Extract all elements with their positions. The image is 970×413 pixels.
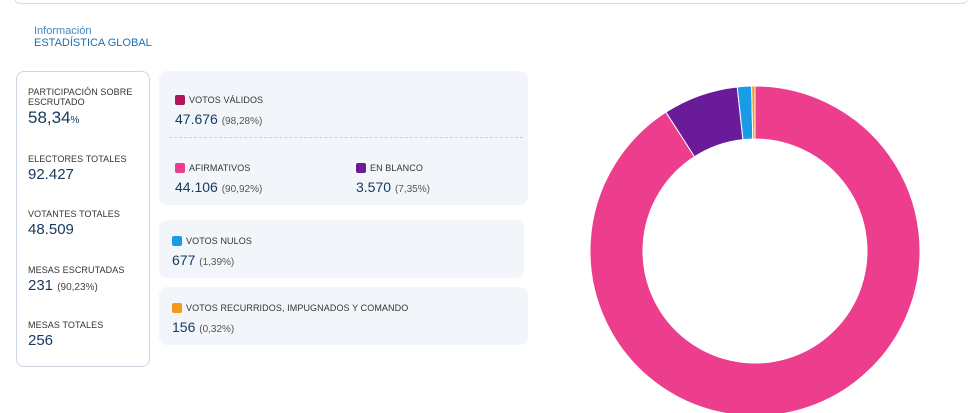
swatch-afirmativos (175, 163, 185, 173)
section-title: ESTADÍSTICA GLOBAL (34, 37, 152, 49)
votes-nulos-percent: (1,39%) (199, 257, 235, 268)
recurridos-panel: VOTOS RECURRIDOS, IMPUGNADOS Y COMANDO 1… (159, 287, 528, 345)
donut-slice-3[interactable] (751, 85, 756, 140)
votes-validos-label: VOTOS VÁLIDOS (189, 95, 264, 105)
stat-mesas-escrutadas-label: MESAS ESCRUTADAS (28, 265, 125, 275)
stat-electores-value: 92.427 (28, 166, 74, 183)
votes-recurridos: VOTOS RECURRIDOS, IMPUGNADOS Y COMANDO 1… (172, 303, 408, 335)
stat-mesas-totales: MESAS TOTALES 256 (28, 320, 103, 351)
swatch-nulos (172, 236, 182, 246)
votes-nulos: VOTOS NULOS 677 (1,39%) (172, 236, 252, 268)
null-votes-panel: VOTOS NULOS 677 (1,39%) (159, 220, 524, 278)
votes-blanco-label: EN BLANCO (370, 163, 423, 173)
donut-slice-0[interactable] (589, 85, 921, 413)
votes-afirmativos-value: 44.106 (90,92%) (175, 179, 263, 195)
votes-afirmativos-percent: (90,92%) (221, 184, 263, 195)
votes-recurridos-percent: (0,32%) (199, 324, 235, 335)
votes-afirmativos: AFIRMATIVOS 44.106 (90,92%) (175, 163, 262, 195)
votes-validos: VOTOS VÁLIDOS 47.676 (98,28%) (175, 95, 263, 127)
votes-validos-value: 47.676 (98,28%) (175, 111, 263, 127)
votes-validos-percent: (98,28%) (221, 116, 263, 127)
votes-nulos-value: 677 (1,39%) (172, 252, 235, 268)
stat-mesas-totales-label: MESAS TOTALES (28, 320, 104, 330)
votes-blanco-percent: (7,35%) (394, 184, 430, 195)
swatch-blanco (356, 163, 366, 173)
stat-participation-unit: % (70, 115, 80, 126)
stat-votantes: VOTANTES TOTALES 48.509 (28, 209, 120, 240)
stat-mesas-escrutadas-value: 231 (90,23%) (28, 277, 98, 294)
stat-participation-label: PARTICIPACIÓN SOBRE ESCRUTADO (28, 87, 133, 107)
votes-nulos-label: VOTOS NULOS (186, 236, 252, 246)
votes-afirmativos-label: AFIRMATIVOS (189, 163, 251, 173)
stat-electores-label: ELECTORES TOTALES (28, 154, 127, 164)
stat-mesas-escrutadas-percent: (90,23%) (57, 282, 98, 293)
section-header: Información ESTADÍSTICA GLOBAL (34, 25, 152, 50)
summary-card: PARTICIPACIÓN SOBRE ESCRUTADO 58,34% ELE… (16, 71, 150, 367)
stat-votantes-label: VOTANTES TOTALES (28, 209, 120, 219)
divider (169, 137, 523, 138)
votes-recurridos-label: VOTOS RECURRIDOS, IMPUGNADOS Y COMANDO (186, 303, 409, 313)
stat-participation: PARTICIPACIÓN SOBRE ESCRUTADO 58,34% (28, 87, 144, 131)
votes-blanco-value: 3.570 (7,35%) (356, 179, 430, 195)
top-frame (14, 0, 968, 4)
votes-blanco: EN BLANCO 3.570 (7,35%) (356, 163, 430, 195)
votes-donut-chart (589, 85, 921, 413)
valid-votes-panel: VOTOS VÁLIDOS 47.676 (98,28%) AFIRMATIVO… (159, 71, 528, 205)
swatch-recurridos (172, 303, 182, 313)
stat-mesas-totales-value: 256 (28, 332, 54, 349)
swatch-validos (175, 95, 185, 105)
stat-votantes-value: 48.509 (28, 221, 74, 238)
stat-electores: ELECTORES TOTALES 92.427 (28, 154, 127, 185)
stat-participation-value: 58,34% (28, 108, 80, 127)
stat-mesas-escrutadas: MESAS ESCRUTADAS 231 (90,23%) (28, 265, 124, 298)
section-kicker: Información (34, 25, 92, 37)
votes-recurridos-value: 156 (0,32%) (172, 319, 235, 335)
